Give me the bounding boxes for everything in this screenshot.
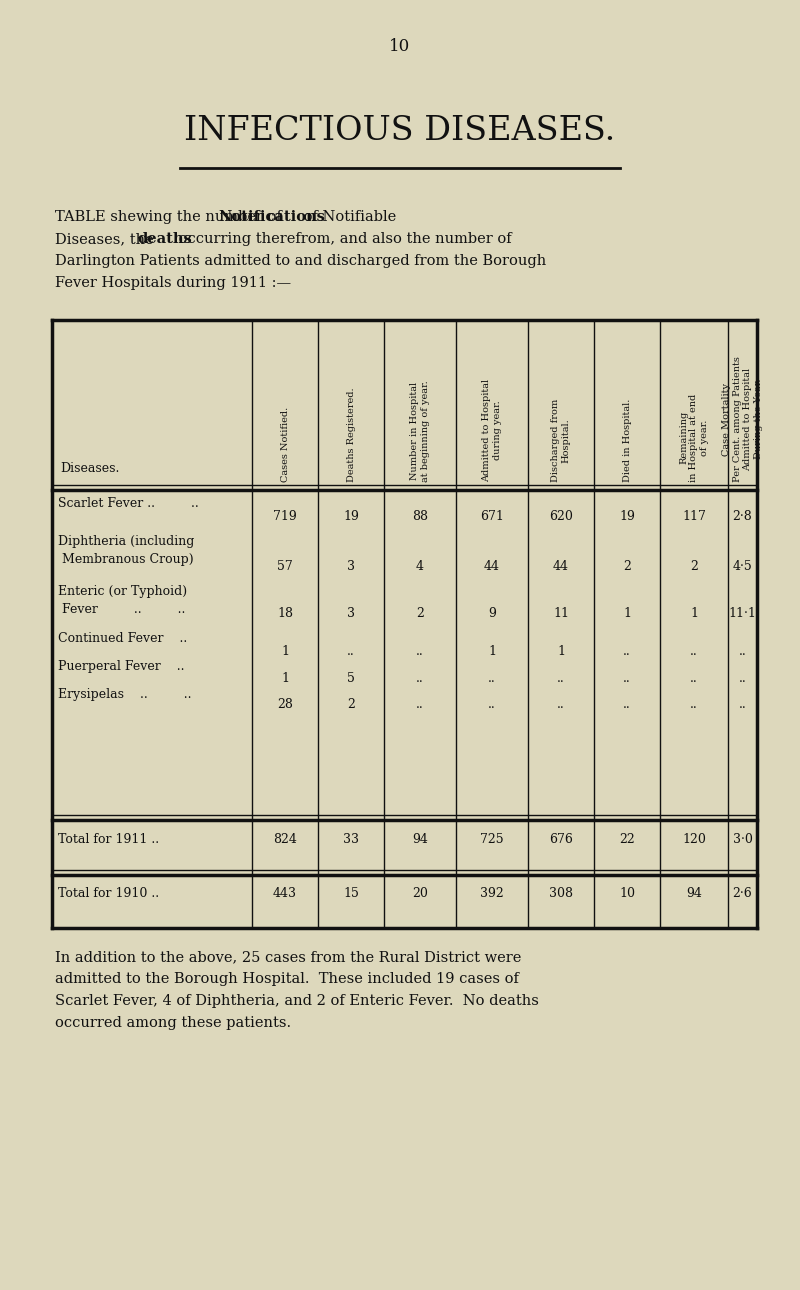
Text: 620: 620 <box>549 510 573 522</box>
Text: 3: 3 <box>347 608 355 620</box>
Text: 824: 824 <box>273 833 297 846</box>
Text: of Notifiable: of Notifiable <box>298 210 396 224</box>
Text: 1: 1 <box>557 645 565 658</box>
Text: ..: .. <box>738 672 746 685</box>
Text: Notifications: Notifications <box>218 210 326 224</box>
Text: 10: 10 <box>619 888 635 900</box>
Text: INFECTIOUS DISEASES.: INFECTIOUS DISEASES. <box>184 115 616 147</box>
Text: 11·1: 11·1 <box>729 608 757 620</box>
Text: Erysipelas    ..         ..: Erysipelas .. .. <box>58 688 191 700</box>
Text: 10: 10 <box>390 37 410 55</box>
Text: 117: 117 <box>682 510 706 522</box>
Text: Case Mortality
Per Cent. among Patients
Admitted to Hospital
During the Year.: Case Mortality Per Cent. among Patients … <box>722 356 762 482</box>
Text: 2: 2 <box>416 608 424 620</box>
Text: 1: 1 <box>281 645 289 658</box>
Text: Admitted to Hospital
during year.: Admitted to Hospital during year. <box>482 379 502 482</box>
Text: ..: .. <box>690 698 698 711</box>
Text: 4: 4 <box>416 560 424 573</box>
Text: Scarlet Fever ..         ..: Scarlet Fever .. .. <box>58 497 198 510</box>
Text: Remaining
in Hospital at end
of year.: Remaining in Hospital at end of year. <box>679 393 709 482</box>
Text: 1: 1 <box>281 672 289 685</box>
Text: 22: 22 <box>619 833 635 846</box>
Text: 2: 2 <box>623 560 631 573</box>
Text: Number in Hospital
at beginning of year.: Number in Hospital at beginning of year. <box>410 381 430 482</box>
Text: Darlington Patients admitted to and discharged from the Borough: Darlington Patients admitted to and disc… <box>55 254 546 268</box>
Text: ..: .. <box>623 645 631 658</box>
Text: ..: .. <box>416 645 424 658</box>
Text: 11: 11 <box>553 608 569 620</box>
Text: ..: .. <box>738 698 746 711</box>
Text: ..: .. <box>623 698 631 711</box>
Text: 19: 19 <box>343 510 359 522</box>
Text: occurred among these patients.: occurred among these patients. <box>55 1017 291 1029</box>
Text: Total for 1911 ..: Total for 1911 .. <box>58 833 159 846</box>
Text: Diseases, the: Diseases, the <box>55 232 158 246</box>
Text: 5: 5 <box>347 672 355 685</box>
Text: Total for 1910 ..: Total for 1910 .. <box>58 888 159 900</box>
Text: 2·6: 2·6 <box>733 888 752 900</box>
Text: ..: .. <box>488 698 496 711</box>
Text: 20: 20 <box>412 888 428 900</box>
Text: 308: 308 <box>549 888 573 900</box>
Text: 1: 1 <box>488 645 496 658</box>
Text: 443: 443 <box>273 888 297 900</box>
Text: ..: .. <box>690 672 698 685</box>
Text: 719: 719 <box>273 510 297 522</box>
Text: Died in Hospital.: Died in Hospital. <box>622 399 631 482</box>
Text: 18: 18 <box>277 608 293 620</box>
Text: 4·5: 4·5 <box>733 560 752 573</box>
Text: Diphtheria (including: Diphtheria (including <box>58 535 194 548</box>
Text: 3·0: 3·0 <box>733 833 753 846</box>
Text: 120: 120 <box>682 833 706 846</box>
Text: Enteric (or Typhoid): Enteric (or Typhoid) <box>58 584 187 599</box>
Text: Cases Notified.: Cases Notified. <box>281 406 290 482</box>
Text: 44: 44 <box>553 560 569 573</box>
Text: ..: .. <box>623 672 631 685</box>
Text: ..: .. <box>557 672 565 685</box>
Text: In addition to the above, 25 cases from the Rural District were: In addition to the above, 25 cases from … <box>55 949 522 964</box>
Text: 1: 1 <box>623 608 631 620</box>
Text: deaths: deaths <box>137 232 192 246</box>
Text: 2: 2 <box>347 698 355 711</box>
Text: 44: 44 <box>484 560 500 573</box>
Text: ..: .. <box>690 645 698 658</box>
Text: 392: 392 <box>480 888 504 900</box>
Text: Membranous Croup): Membranous Croup) <box>58 553 194 566</box>
Text: 33: 33 <box>343 833 359 846</box>
Text: ..: .. <box>416 698 424 711</box>
Text: TABLE shewing the number of: TABLE shewing the number of <box>55 210 286 224</box>
Text: 671: 671 <box>480 510 504 522</box>
Text: Deaths Registered.: Deaths Registered. <box>346 387 355 482</box>
Text: 1: 1 <box>690 608 698 620</box>
Text: Scarlet Fever, 4 of Diphtheria, and 2 of Enteric Fever.  No deaths: Scarlet Fever, 4 of Diphtheria, and 2 of… <box>55 995 539 1007</box>
Text: ..: .. <box>347 645 355 658</box>
Text: 2·8: 2·8 <box>733 510 752 522</box>
Text: admitted to the Borough Hospital.  These included 19 cases of: admitted to the Borough Hospital. These … <box>55 971 519 986</box>
Text: ..: .. <box>557 698 565 711</box>
Text: Puerperal Fever    ..: Puerperal Fever .. <box>58 660 185 673</box>
Text: Continued Fever    ..: Continued Fever .. <box>58 632 187 645</box>
Text: 88: 88 <box>412 510 428 522</box>
Text: Fever Hospitals during 1911 :—: Fever Hospitals during 1911 :— <box>55 276 291 290</box>
Text: ..: .. <box>416 672 424 685</box>
Text: Fever         ..         ..: Fever .. .. <box>58 602 186 617</box>
Text: Discharged from
Hospital.: Discharged from Hospital. <box>551 399 570 482</box>
Text: 2: 2 <box>690 560 698 573</box>
Text: 725: 725 <box>480 833 504 846</box>
Text: 94: 94 <box>686 888 702 900</box>
Text: 57: 57 <box>277 560 293 573</box>
Text: Diseases.: Diseases. <box>60 462 119 475</box>
Text: 94: 94 <box>412 833 428 846</box>
Text: 15: 15 <box>343 888 359 900</box>
Text: occurring therefrom, and also the number of: occurring therefrom, and also the number… <box>174 232 511 246</box>
Text: 9: 9 <box>488 608 496 620</box>
Text: 3: 3 <box>347 560 355 573</box>
Text: ..: .. <box>738 645 746 658</box>
Text: 19: 19 <box>619 510 635 522</box>
Text: 676: 676 <box>549 833 573 846</box>
Text: 28: 28 <box>277 698 293 711</box>
Text: ..: .. <box>488 672 496 685</box>
